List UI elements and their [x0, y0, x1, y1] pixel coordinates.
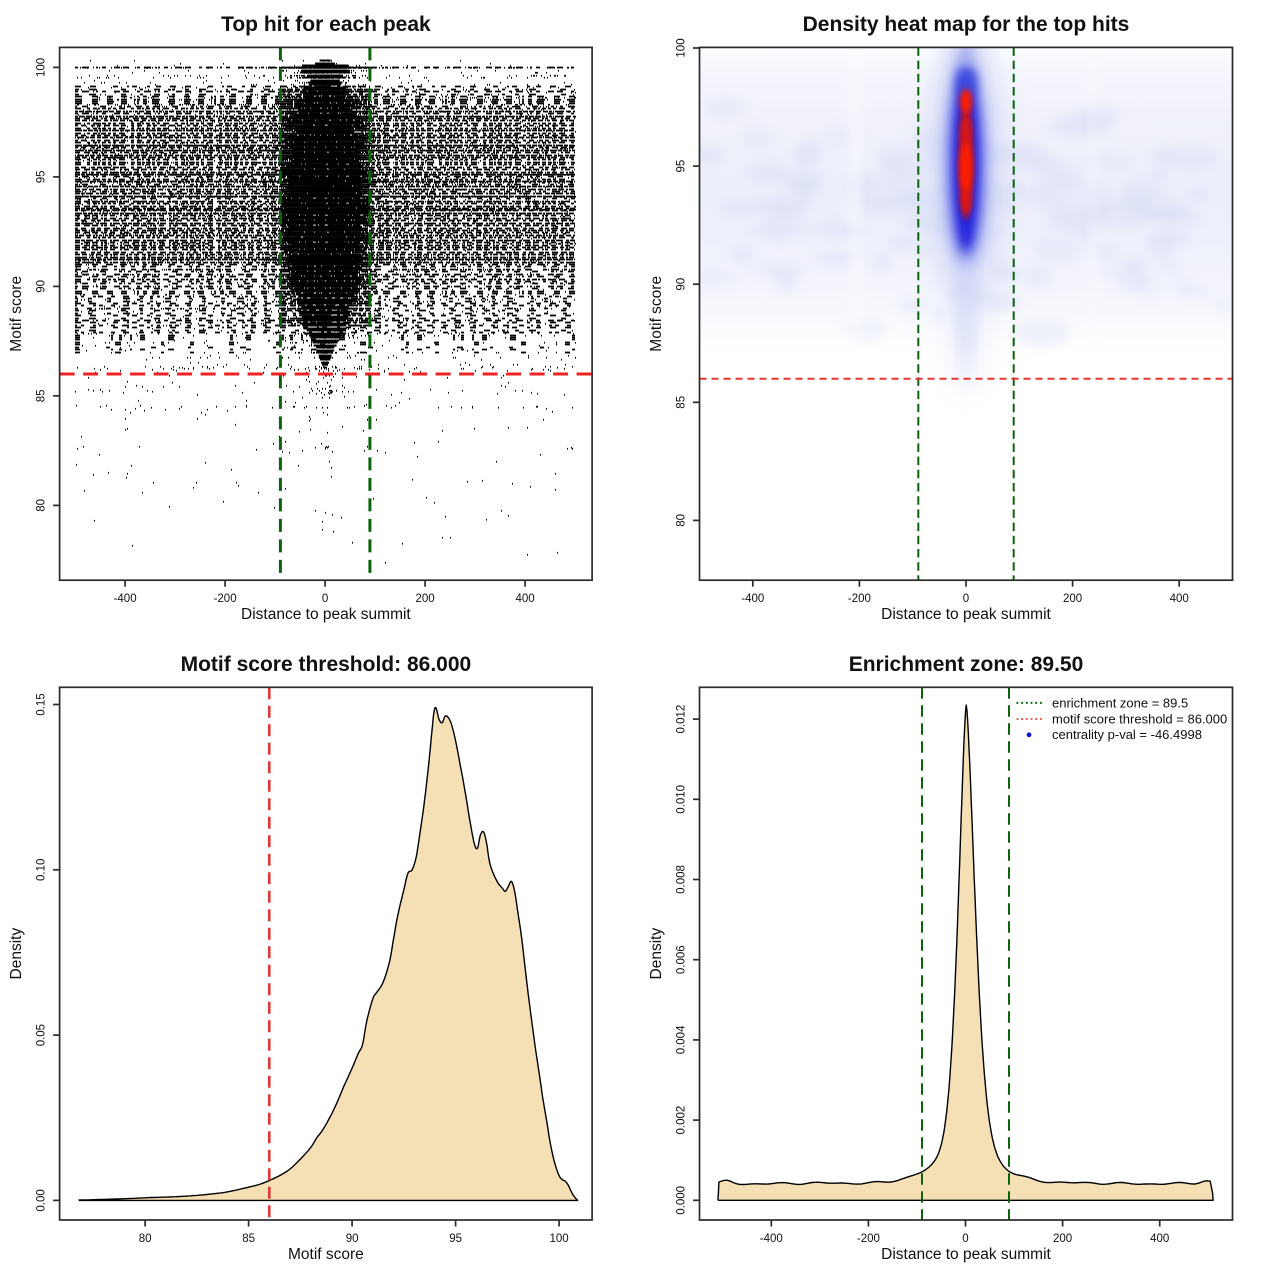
svg-text:0.00: 0.00	[36, 1189, 48, 1211]
svg-text:400: 400	[1150, 1233, 1169, 1245]
svg-text:enrichment zone = 89.5: enrichment zone = 89.5	[1052, 695, 1188, 710]
svg-text:Motif score: Motif score	[8, 276, 25, 352]
svg-text:100: 100	[550, 1233, 569, 1245]
svg-text:90: 90	[675, 278, 687, 291]
svg-text:-400: -400	[741, 593, 764, 605]
svg-text:0.010: 0.010	[675, 785, 687, 814]
svg-text:0.004: 0.004	[675, 1025, 687, 1054]
svg-text:centrality p-val = -46.4998: centrality p-val = -46.4998	[1052, 727, 1202, 742]
svg-text:0: 0	[963, 593, 969, 605]
svg-text:-400: -400	[760, 1233, 783, 1245]
svg-text:100: 100	[675, 38, 687, 57]
svg-text:400: 400	[1170, 593, 1189, 605]
svg-text:-200: -200	[857, 1233, 880, 1245]
svg-text:95: 95	[675, 160, 687, 173]
svg-text:motif score threshold = 86.000: motif score threshold = 86.000	[1052, 711, 1227, 726]
svg-text:0.002: 0.002	[675, 1106, 687, 1135]
svg-text:Density heat map for the top h: Density heat map for the top hits	[803, 13, 1130, 36]
svg-text:Motif score threshold: 86.000: Motif score threshold: 86.000	[181, 653, 472, 676]
svg-text:80: 80	[36, 499, 48, 512]
svg-text:-400: -400	[114, 593, 137, 605]
svg-text:Density: Density	[648, 928, 665, 980]
svg-text:Top hit for each peak: Top hit for each peak	[221, 13, 431, 36]
svg-text:Motif score: Motif score	[648, 276, 665, 352]
svg-text:Density: Density	[8, 928, 25, 980]
svg-text:0.012: 0.012	[675, 705, 687, 734]
svg-text:85: 85	[242, 1233, 255, 1245]
svg-text:0: 0	[962, 1233, 968, 1245]
svg-text:95: 95	[36, 171, 48, 184]
svg-text:80: 80	[139, 1233, 152, 1245]
svg-text:Enrichment zone: 89.50: Enrichment zone: 89.50	[849, 653, 1084, 676]
svg-text:85: 85	[675, 396, 687, 409]
svg-text:85: 85	[36, 390, 48, 403]
svg-text:0.006: 0.006	[675, 945, 687, 974]
svg-text:Motif score: Motif score	[288, 1246, 364, 1263]
svg-text:95: 95	[449, 1233, 462, 1245]
svg-text:90: 90	[346, 1233, 359, 1245]
svg-text:200: 200	[1053, 1233, 1072, 1245]
svg-text:Distance to peak summit: Distance to peak summit	[241, 606, 411, 623]
svg-text:200: 200	[1063, 593, 1082, 605]
svg-text:0: 0	[322, 593, 328, 605]
svg-text:80: 80	[675, 514, 687, 527]
svg-text:-200: -200	[848, 593, 871, 605]
svg-text:0.05: 0.05	[36, 1024, 48, 1046]
svg-text:200: 200	[416, 593, 435, 605]
svg-text:Distance to peak summit: Distance to peak summit	[881, 1246, 1051, 1263]
svg-text:Distance to peak summit: Distance to peak summit	[881, 606, 1051, 623]
svg-text:0.10: 0.10	[36, 859, 48, 881]
svg-text:0.008: 0.008	[675, 865, 687, 894]
svg-text:100: 100	[36, 58, 48, 77]
svg-text:400: 400	[516, 593, 535, 605]
svg-text:0.15: 0.15	[36, 693, 48, 715]
svg-text:0.000: 0.000	[675, 1186, 687, 1215]
svg-text:-200: -200	[214, 593, 237, 605]
svg-text:90: 90	[36, 280, 48, 293]
